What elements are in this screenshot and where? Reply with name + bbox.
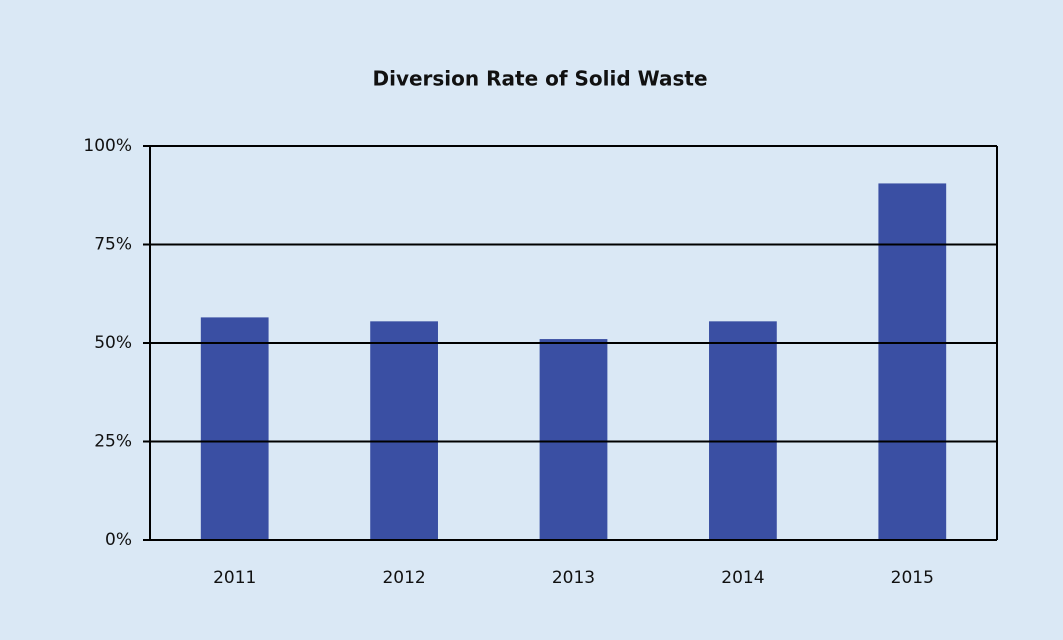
bar [370, 321, 438, 540]
x-tick-label: 2015 [891, 568, 934, 588]
bar [878, 183, 947, 540]
bar [709, 321, 777, 540]
y-tick-label: 0% [105, 530, 132, 550]
y-tick-label: 75% [94, 235, 132, 255]
bar [200, 317, 269, 540]
chart-title: Diversion Rate of Solid Waste [372, 67, 707, 91]
y-tick-label: 100% [83, 136, 132, 156]
x-tick-label: 2011 [213, 568, 256, 588]
x-tick-label: 2013 [552, 568, 595, 588]
y-tick-label: 50% [94, 333, 132, 353]
x-tick-label: 2012 [382, 568, 425, 588]
x-tick-label: 2014 [721, 568, 764, 588]
y-tick-label: 25% [94, 432, 132, 452]
bar [539, 339, 608, 540]
